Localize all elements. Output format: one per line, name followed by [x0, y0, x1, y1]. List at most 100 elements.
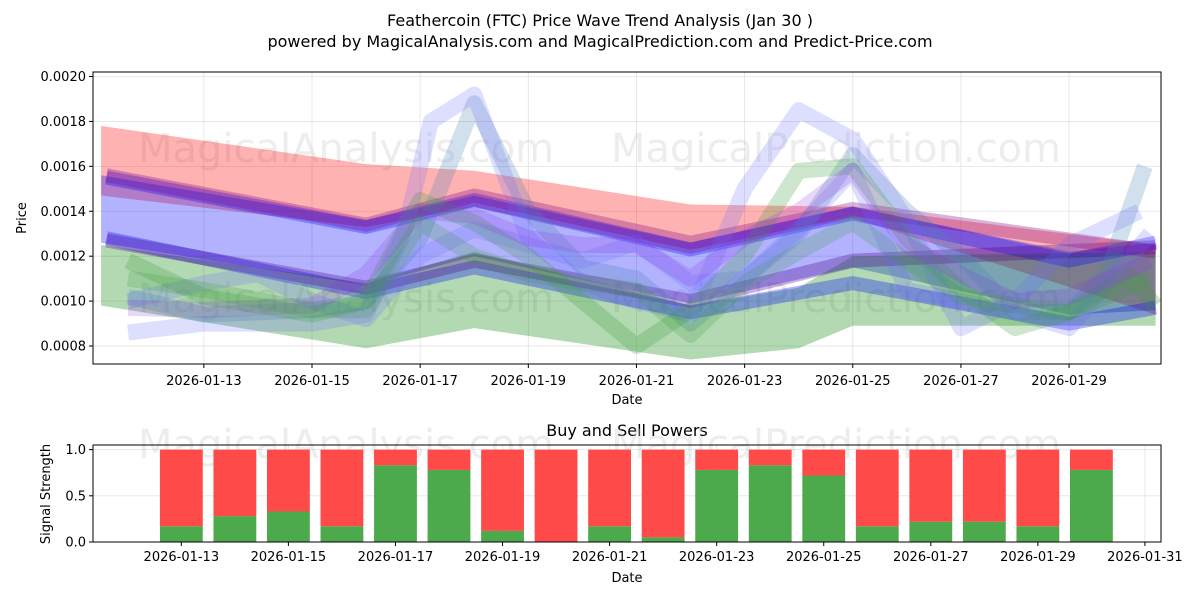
watermark-analysis-mid: MagicalAnalysis.com: [138, 276, 554, 322]
signal-y-tick-label-0: 0.0: [65, 536, 86, 551]
signal-x-tick-label-7: 2026-01-27: [893, 550, 969, 565]
price-watermarks: MagicalAnalysis.com MagicalPrediction.co…: [138, 126, 1061, 322]
sell-bar-25: [802, 449, 846, 476]
signal-x-tick-label-3: 2026-01-19: [465, 550, 541, 565]
price-plot-background: [93, 72, 1161, 364]
price-x-tick-label-2: 2026-01-17: [382, 374, 458, 389]
sell-bar-16: [320, 449, 364, 527]
signal-chart: Buy and Sell Powers MagicalAnalysis.com …: [39, 421, 1183, 586]
signal-chart-title: Buy and Sell Powers: [546, 421, 708, 440]
sell-bar-22: [641, 449, 685, 538]
sell-bar-13: [159, 449, 203, 527]
sell-bar-15: [266, 449, 310, 512]
price-x-axis-label: Date: [611, 393, 642, 408]
signal-x-axis: 2026-01-13 2026-01-15 2026-01-17 2026-01-19…: [144, 542, 1183, 565]
buy-bar-29: [1016, 526, 1060, 542]
sell-bar-27: [909, 449, 953, 522]
signal-y-tick-label-1: 0.5: [65, 489, 86, 504]
buy-bar-19: [481, 530, 524, 542]
purple-trend-1: [105, 233, 1156, 309]
buy-bar-15: [266, 511, 310, 542]
price-x-tick-label-0: 2026-01-13: [166, 374, 242, 389]
price-plot-frame: [92, 71, 1162, 365]
price-grid: [93, 72, 1161, 364]
signal-x-tick-label-0: 2026-01-13: [144, 550, 220, 565]
sell-bar-24: [748, 449, 792, 466]
purple-trend-2: [105, 168, 1157, 259]
green-wave-1: [124, 158, 1162, 354]
price-x-axis: 2026-01-13 2026-01-15 2026-01-17 2026-01-19…: [166, 364, 1107, 389]
price-y-tick-label-1: 0.0010: [41, 295, 87, 310]
sell-bar-21: [588, 449, 632, 527]
sell-bar-20: [534, 449, 578, 542]
price-bands: [101, 125, 1156, 360]
buy-bar-18: [427, 469, 471, 542]
buy-bar-13: [159, 526, 203, 542]
buy-bar-24: [748, 465, 792, 542]
signal-x-axis-label: Date: [611, 571, 642, 586]
sell-bar-17: [374, 449, 417, 466]
sell-bar-29: [1016, 449, 1060, 527]
purple-wave-1: [127, 162, 1154, 319]
buy-bar-27: [909, 521, 953, 542]
buy-bar-17: [374, 465, 417, 542]
price-y-tick-label-4: 0.0016: [41, 160, 87, 175]
buy-bar-28: [962, 521, 1006, 542]
price-y-tick-label-3: 0.0014: [41, 205, 87, 220]
sell-bar-14: [213, 449, 257, 517]
signal-x-tick-label-8: 2026-01-29: [1000, 550, 1076, 565]
price-y-axis: 0.0008 0.0010 0.0012 0.0014 0.0016 0.0018 0.00…: [41, 70, 93, 355]
signal-x-tick-label-1: 2026-01-15: [251, 550, 327, 565]
price-y-tick-label-6: 0.0020: [41, 70, 87, 85]
red-wave-band: [101, 125, 1156, 315]
buy-bar-16: [320, 526, 364, 542]
signal-plot-frame: [92, 444, 1162, 543]
watermark-prediction-top: MagicalPrediction.com: [611, 126, 1061, 172]
price-x-tick-label-1: 2026-01-15: [274, 374, 350, 389]
sell-bar-23: [695, 449, 739, 470]
blue-trend-1: [105, 231, 1157, 331]
sell-bar-28: [962, 449, 1006, 522]
steel-wave-1: [126, 95, 1153, 332]
price-x-tick-label-6: 2026-01-25: [815, 374, 891, 389]
price-series: [105, 86, 1162, 354]
price-y-tick-label-2: 0.0012: [41, 250, 87, 265]
price-x-tick-label-4: 2026-01-21: [599, 374, 675, 389]
sell-bar-18: [427, 449, 471, 470]
buy-bar-22: [641, 537, 685, 542]
signal-y-tick-label-2: 1.0: [65, 443, 86, 458]
buy-bar-14: [213, 516, 257, 542]
signal-y-axis-label: Signal Strength: [39, 444, 54, 544]
sell-bar-26: [855, 449, 899, 527]
signal-y-axis: 0.0 0.5 1.0: [65, 443, 93, 551]
watermark-analysis-top: MagicalAnalysis.com: [138, 126, 554, 172]
signal-x-tick-label-6: 2026-01-25: [786, 550, 862, 565]
buy-bar-30: [1069, 469, 1113, 542]
sell-bar-30: [1069, 449, 1113, 470]
price-x-tick-label-7: 2026-01-27: [923, 374, 999, 389]
green-wave-band: [101, 245, 1156, 360]
price-chart: MagicalAnalysis.com MagicalPrediction.co…: [15, 70, 1162, 408]
price-x-tick-label-5: 2026-01-23: [707, 374, 783, 389]
blue-wave-2: [126, 162, 1157, 337]
price-x-tick-label-8: 2026-01-29: [1031, 374, 1107, 389]
blue-wave-1: [127, 86, 1143, 341]
price-y-axis-label: Price: [15, 202, 30, 234]
buy-bar-21: [588, 526, 632, 542]
sell-bar-19: [481, 449, 524, 531]
price-x-tick-label-3: 2026-01-19: [491, 374, 567, 389]
blue-trend-2: [105, 170, 1158, 268]
figure-subtitle: powered by MagicalAnalysis.com and Magic…: [267, 32, 932, 51]
price-y-tick-label-5: 0.0018: [41, 115, 87, 130]
signal-x-tick-label-9: 2026-01-31: [1107, 550, 1183, 565]
watermark-prediction-mid: MagicalPrediction.com: [611, 276, 1061, 322]
green-wave-2: [126, 214, 1154, 343]
signal-x-tick-label-5: 2026-01-23: [679, 550, 755, 565]
buy-bar-26: [855, 526, 899, 542]
figure-title: Feathercoin (FTC) Price Wave Trend Analy…: [387, 11, 813, 30]
buy-bar-25: [802, 475, 846, 542]
signal-x-tick-label-4: 2026-01-21: [572, 550, 648, 565]
blue-wave-band: [101, 175, 1156, 315]
buy-bar-23: [695, 469, 739, 542]
